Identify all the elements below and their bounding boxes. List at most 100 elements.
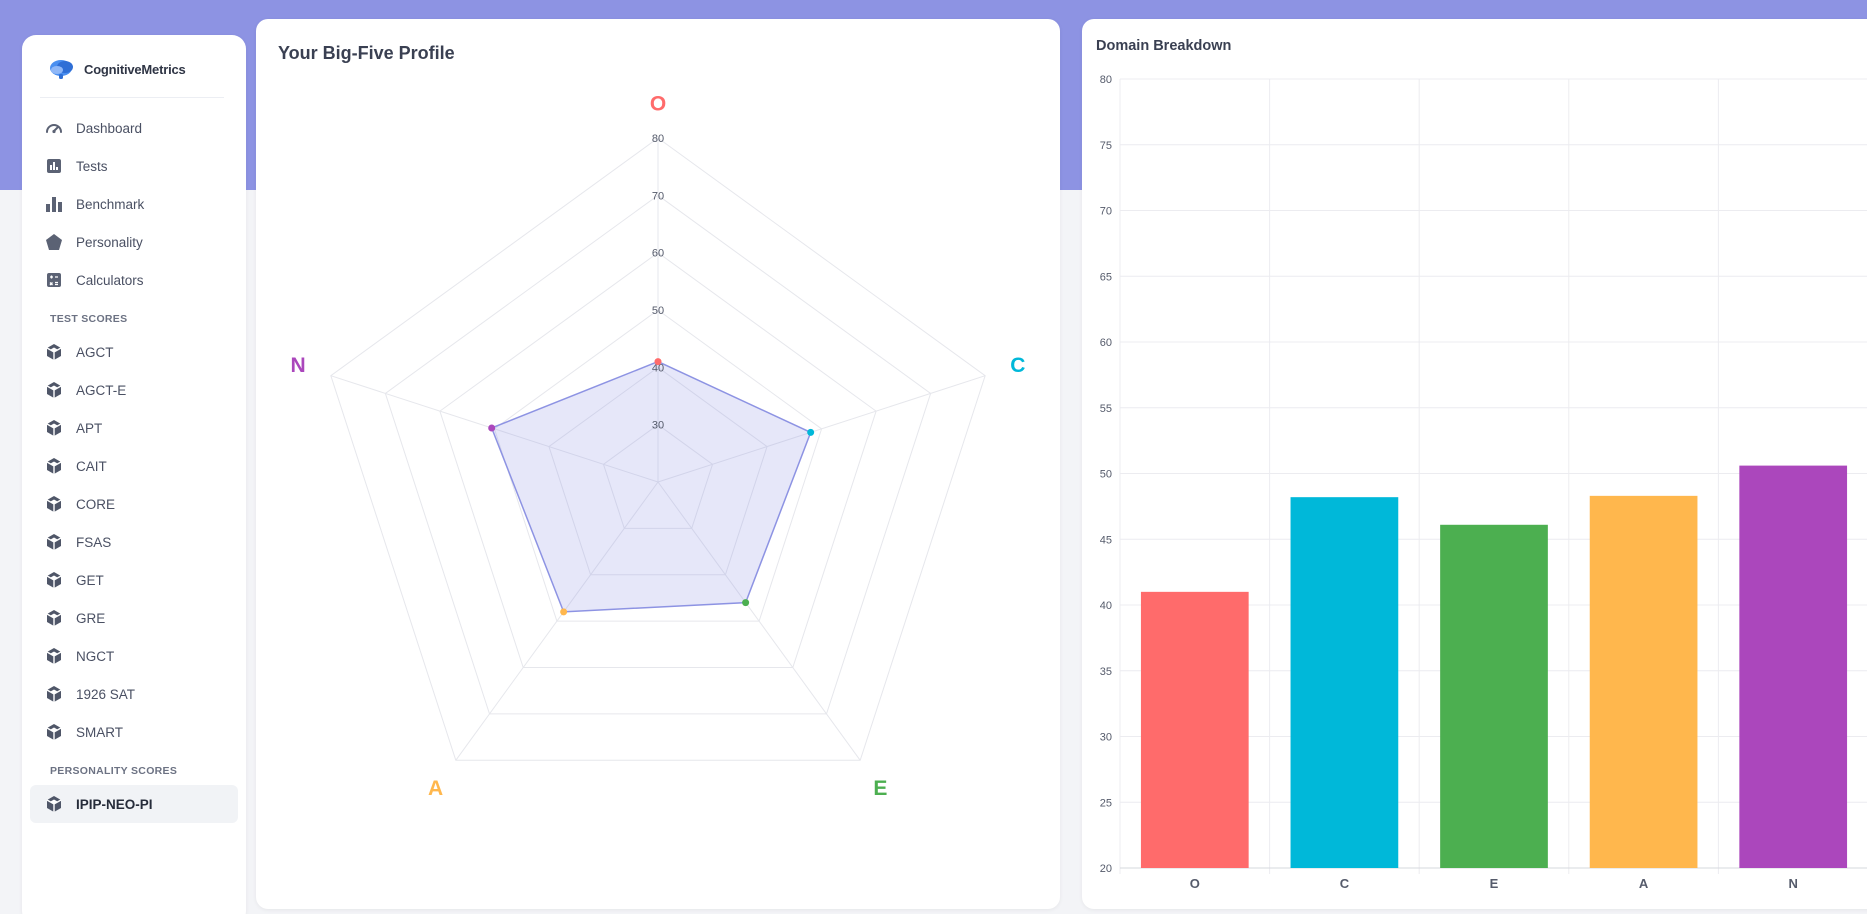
radar-axis-label-o: O: [650, 93, 666, 116]
sidebar-item-agct-e[interactable]: AGCT-E: [30, 371, 238, 409]
bar-y-tick-label: 60: [1100, 337, 1112, 349]
sidebar-item-label: 1926 SAT: [76, 686, 136, 702]
sidebar-item-label: IPIP-NEO-PI: [76, 796, 153, 812]
brain-logo-icon: [50, 60, 73, 79]
sidebar-item-label: AGCT-E: [76, 382, 127, 398]
bar-o[interactable]: [1140, 591, 1249, 868]
radar-axis-label-a: A: [428, 777, 443, 800]
radar-grid-ring: [548, 366, 768, 576]
bar-card: Domain Breakdown 20 25 30 35 40 45 50 55 60 65 70 7…: [1082, 19, 1867, 909]
sidebar-item-label: GET: [76, 572, 104, 588]
bar-y-tick-label: 65: [1100, 271, 1112, 283]
sidebar-item-label: Calculators: [76, 272, 144, 288]
section-label-test-scores: TEST SCORES: [50, 313, 128, 325]
sidebar-item-ngct[interactable]: NGCT: [30, 637, 238, 675]
radar-card-title: Your Big-Five Profile: [278, 43, 455, 63]
sidebar-item-calculators[interactable]: Calculators: [30, 261, 238, 299]
sidebar-item-personality[interactable]: Personality: [30, 223, 238, 261]
bar-a[interactable]: [1589, 495, 1698, 868]
sidebar-item-benchmark[interactable]: Benchmark: [30, 185, 238, 223]
cube-icon: [44, 722, 64, 742]
bar-y-tick-label: 75: [1100, 140, 1112, 152]
sidebar-item-agct[interactable]: AGCT: [30, 333, 238, 371]
cube-icon: [44, 794, 64, 814]
sidebar-item-label: CAIT: [76, 458, 107, 474]
bar-x-tick-label: E: [1490, 876, 1499, 891]
radar-point-e[interactable]: [742, 599, 750, 607]
radar-tick-label: 60: [652, 248, 664, 260]
sidebar-item-gre[interactable]: GRE: [30, 599, 238, 637]
radar-grid-ring: [384, 194, 932, 715]
sidebar-item-ipip-neo-pi[interactable]: IPIP-NEO-PI: [30, 785, 238, 823]
sidebar-item-label: AGCT: [76, 344, 114, 360]
calculator-icon: [44, 270, 64, 290]
radar-grid-ring: [493, 309, 823, 622]
radar-axis-label-e: E: [873, 777, 887, 800]
radar-tick-label: 70: [652, 190, 664, 202]
sidebar-item-label: Personality: [76, 234, 143, 250]
radar-grid: [330, 137, 986, 761]
radar-chart: 30 40 50 60 70 80 O C E A N: [291, 93, 1026, 801]
cube-icon: [44, 418, 64, 438]
sidebar-item-label: NGCT: [76, 648, 115, 664]
brand-divider: [40, 97, 224, 98]
sidebar-item-fsas[interactable]: FSAS: [30, 523, 238, 561]
sidebar-nav: Dashboard Tests Benchmark Personality Calcul…: [30, 109, 238, 823]
radar-grid-ring: [439, 252, 877, 669]
brand[interactable]: CognitiveMetrics: [48, 55, 186, 83]
cube-icon: [44, 342, 64, 362]
sidebar-item-core[interactable]: CORE: [30, 485, 238, 523]
bar-y-tick-label: 50: [1100, 469, 1112, 481]
radar-tick-label: 50: [652, 305, 664, 317]
bar-y-tick-label: 20: [1100, 863, 1112, 875]
bar-card-title: Domain Breakdown: [1096, 38, 1232, 54]
radar-spoke: [657, 481, 861, 761]
section-label-personality-scores: PERSONALITY SCORES: [50, 765, 178, 777]
sidebar-item-smart[interactable]: SMART: [30, 713, 238, 751]
cube-icon: [44, 646, 64, 666]
radar-tick-label: 40: [652, 362, 664, 374]
sidebar-item-label: Tests: [76, 158, 108, 174]
radar-point-n[interactable]: [488, 424, 496, 432]
radar-spoke: [657, 375, 986, 483]
radar-point-a[interactable]: [560, 608, 568, 616]
bar-x-tick-label: C: [1340, 876, 1350, 891]
bar-y-tick-label: 30: [1100, 732, 1112, 744]
bar-x-tick-label: O: [1190, 876, 1200, 891]
sidebar-item-label: Dashboard: [76, 120, 143, 136]
radar-point-c[interactable]: [807, 428, 815, 436]
radar-axis-label-n: N: [291, 354, 306, 377]
bar-c[interactable]: [1290, 497, 1399, 868]
radar-tick-label: 30: [652, 420, 664, 432]
pentagon-icon: [44, 232, 64, 252]
bar-y-tick-label: 80: [1100, 74, 1112, 86]
radar-series-area: [490, 360, 812, 613]
bar-y-tick-label: 35: [1100, 666, 1112, 678]
sidebar-item-cait[interactable]: CAIT: [30, 447, 238, 485]
sidebar-item-label: Benchmark: [76, 196, 145, 212]
bar-x-tick-label: A: [1639, 876, 1649, 891]
gauge-icon: [44, 118, 64, 138]
sidebar-item-dashboard[interactable]: Dashboard: [30, 109, 238, 147]
cube-icon: [44, 494, 64, 514]
sidebar-item-1926-sat[interactable]: 1926 SAT: [30, 675, 238, 713]
bar-n[interactable]: [1739, 465, 1848, 868]
chart-icon: [44, 156, 64, 176]
sidebar-item-label: APT: [76, 420, 103, 436]
bar-y-tick-label: 25: [1100, 797, 1112, 809]
radar-card: Your Big-Five Profile 30 40 50 60 70 80 O C E A N: [256, 19, 1060, 909]
bar-y-tick-label: 70: [1100, 206, 1112, 218]
sidebar-item-tests[interactable]: Tests: [30, 147, 238, 185]
bar-e[interactable]: [1440, 524, 1548, 868]
brand-name: CognitiveMetrics: [84, 61, 186, 77]
bar-chart: 20 25 30 35 40 45 50 55 60 65 70 75 80 O C E A N: [1100, 74, 1867, 891]
cube-icon: [44, 570, 64, 590]
radar-grid-ring: [602, 424, 714, 529]
sidebar-item-label: GRE: [76, 610, 106, 626]
sidebar: CognitiveMetrics Dashboard Tests Benchmark…: [22, 35, 246, 914]
radar-point-o[interactable]: [654, 358, 662, 366]
sidebar-item-apt[interactable]: APT: [30, 409, 238, 447]
bar-y-tick-label: 45: [1100, 534, 1112, 546]
sidebar-item-get[interactable]: GET: [30, 561, 238, 599]
sidebar-item-label: FSAS: [76, 534, 112, 550]
